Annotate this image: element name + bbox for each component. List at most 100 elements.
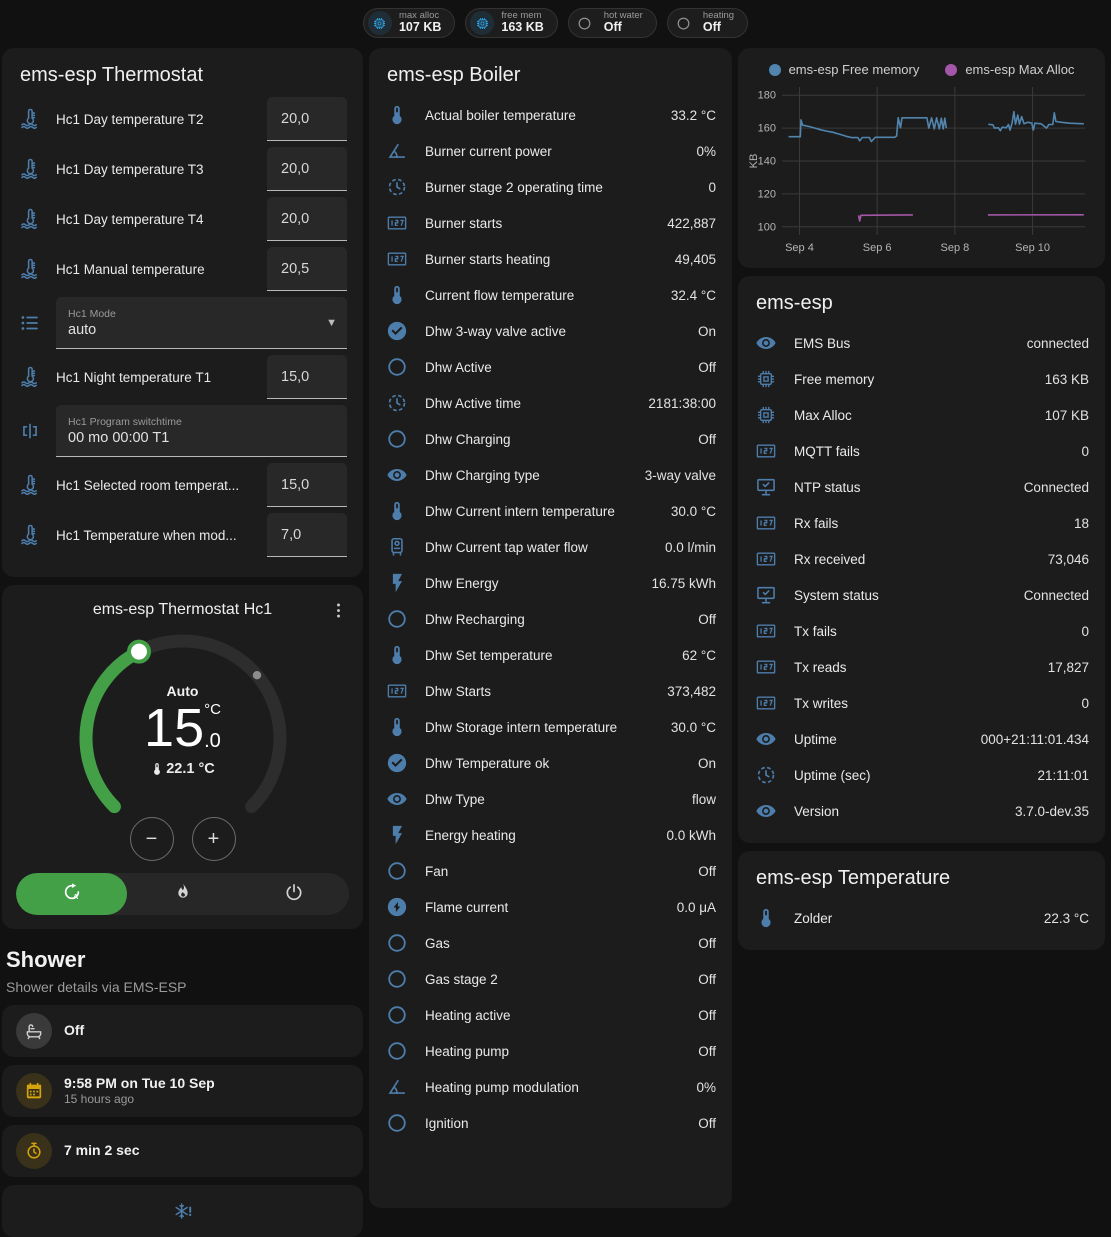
number-input[interactable]: 20,0 [267,197,347,241]
shower-item-card[interactable] [2,1185,363,1237]
entity-row[interactable]: Dhw Energy 16.75 kWh [385,565,716,601]
entity-value: 33.2 °C [670,107,716,123]
entity-row[interactable]: Dhw Type flow [385,781,716,817]
number-input[interactable]: 7,0 [267,513,347,557]
entity-row[interactable]: Ignition Off [385,1105,716,1141]
hvac-mode-auto-mode-button[interactable]: A [16,873,127,915]
entity-row[interactable]: Tx reads 17,827 [754,649,1089,685]
text-input[interactable]: Hc1 Program switchtime 00 mo 00:00 T1 [56,405,347,457]
entity-row[interactable]: Rx fails 18 [754,505,1089,541]
entity-name: Dhw Type [425,791,485,807]
thermometer-icon [385,499,409,523]
dial-knob[interactable] [126,639,151,664]
entity-row[interactable]: Current flow temperature 32.4 °C [385,277,716,313]
entity-row[interactable]: Burner current power 0% [385,133,716,169]
entity-row[interactable]: MQTT fails 0 [754,433,1089,469]
badge[interactable]: hot water Off [567,8,657,38]
badge[interactable]: free mem 163 KB [465,8,558,38]
middle-column: ems-esp Boiler Actual boiler temperature… [369,48,732,1208]
entity-row[interactable]: Heating pump modulation 0% [385,1069,716,1105]
number-input[interactable]: 20,0 [267,97,347,141]
number-value: 15,0 [281,368,310,385]
legend-item[interactable]: ems-esp Max Alloc [945,62,1074,77]
chip-icon [754,367,778,391]
number-input[interactable]: 20,5 [267,247,347,291]
entity-row[interactable]: Uptime (sec) 21:11:01 [754,757,1089,793]
entity-row[interactable]: Zolder 22.3 °C [754,900,1089,936]
shower-section-header: Shower Shower details via EMS-ESP [6,947,359,995]
entity-row[interactable]: Dhw Temperature ok On [385,745,716,781]
badge[interactable]: heating Off [666,8,749,38]
number-input[interactable]: 20,0 [267,147,347,191]
entity-row[interactable]: Free memory 163 KB [754,361,1089,397]
entity-row[interactable]: Dhw Charging type 3-way valve [385,457,716,493]
entity-name: Uptime (sec) [794,767,871,783]
number-input[interactable]: 15,0 [267,463,347,507]
entity-row[interactable]: Gas stage 2 Off [385,961,716,997]
entity-row[interactable]: Flame current 0.0 μA [385,889,716,925]
monitor-check-icon [754,475,778,499]
entity-row[interactable]: Tx fails 0 [754,613,1089,649]
entity-row[interactable]: Fan Off [385,853,716,889]
increase-temperature-button[interactable]: + [191,817,236,861]
hvac-mode-power-button[interactable] [238,873,349,915]
entity-row[interactable]: Dhw Charging Off [385,421,716,457]
entity-row[interactable]: Uptime 000+21:11:01.434 [754,721,1089,757]
entity-row[interactable]: Version 3.7.0-dev.35 [754,793,1089,829]
chart-legend: ems-esp Free memory ems-esp Max Alloc [746,62,1097,77]
entity-row[interactable]: Gas Off [385,925,716,961]
memory-chart-card[interactable]: ems-esp Free memory ems-esp Max Alloc 100… [738,48,1105,268]
entity-row[interactable]: Dhw Storage intern temperature 30.0 °C [385,709,716,745]
hvac-mode-fire-button[interactable] [127,873,238,915]
entity-row[interactable]: EMS Bus connected [754,325,1089,361]
entity-row[interactable]: Burner stage 2 operating time 0 [385,169,716,205]
setting-row: Hc1 Manual temperature 20,5 [18,247,347,291]
shower-item-title: 7 min 2 sec [64,1142,140,1159]
entity-value: 18 [1073,515,1089,531]
thermostat-dial[interactable]: Auto 15 °C .0 22.1 °C [33,625,333,861]
entity-row[interactable]: Energy heating 0.0 kWh [385,817,716,853]
entity-row[interactable]: Dhw Current tap water flow 0.0 l/min [385,529,716,565]
entity-row[interactable]: Dhw Starts 373,482 [385,673,716,709]
dial-buttons: − + [33,817,333,861]
card-title: ems-esp [756,292,833,314]
more-menu-button[interactable] [327,599,349,621]
entity-row[interactable]: Tx writes 0 [754,685,1089,721]
entity-row[interactable]: Burner starts heating 49,405 [385,241,716,277]
mode-select[interactable]: Hc1 Mode auto ▼ [56,297,347,349]
entity-row[interactable]: Heating pump Off [385,1033,716,1069]
entity-row[interactable]: Dhw 3-way valve active On [385,313,716,349]
entity-row[interactable]: System status Connected [754,577,1089,613]
entity-row[interactable]: Dhw Active time 2181:38:00 [385,385,716,421]
entity-row[interactable]: Max Alloc 107 KB [754,397,1089,433]
badge-text: free mem 163 KB [501,11,543,34]
entity-value: On [697,755,716,771]
entity-row[interactable]: Dhw Current intern temperature 30.0 °C [385,493,716,529]
shower-item-card[interactable]: Off [2,1005,363,1057]
entity-row[interactable]: Dhw Set temperature 62 °C [385,637,716,673]
entity-value: 0 [1081,695,1089,711]
chip-icon [470,11,495,35]
hc1-header: ems-esp Thermostat Hc1 [16,595,349,621]
svg-text:Sep 10: Sep 10 [1015,242,1050,254]
entity-row[interactable]: Dhw Active Off [385,349,716,385]
entity-name: Heating pump modulation [425,1079,579,1095]
number-input[interactable]: 15,0 [267,355,347,399]
badge[interactable]: max alloc 107 KB [362,8,456,38]
decrease-temperature-button[interactable]: − [129,817,174,861]
shower-item-card[interactable]: 9:58 PM on Tue 10 Sep 15 hours ago [2,1065,363,1117]
entity-name: Energy heating [425,827,516,843]
fire-icon [173,882,193,907]
legend-item[interactable]: ems-esp Free memory [768,62,919,77]
field-label: Hc1 Mode [68,307,116,320]
clock-icon [385,175,409,199]
entity-name: NTP status [794,479,861,495]
badge-value: 107 KB [398,20,442,35]
entity-row[interactable]: Dhw Recharging Off [385,601,716,637]
entity-row[interactable]: NTP status Connected [754,469,1089,505]
shower-item-card[interactable]: 7 min 2 sec [2,1125,363,1177]
entity-row[interactable]: Burner starts 422,887 [385,205,716,241]
entity-row[interactable]: Rx received 73,046 [754,541,1089,577]
entity-row[interactable]: Actual boiler temperature 33.2 °C [385,97,716,133]
entity-row[interactable]: Heating active Off [385,997,716,1033]
